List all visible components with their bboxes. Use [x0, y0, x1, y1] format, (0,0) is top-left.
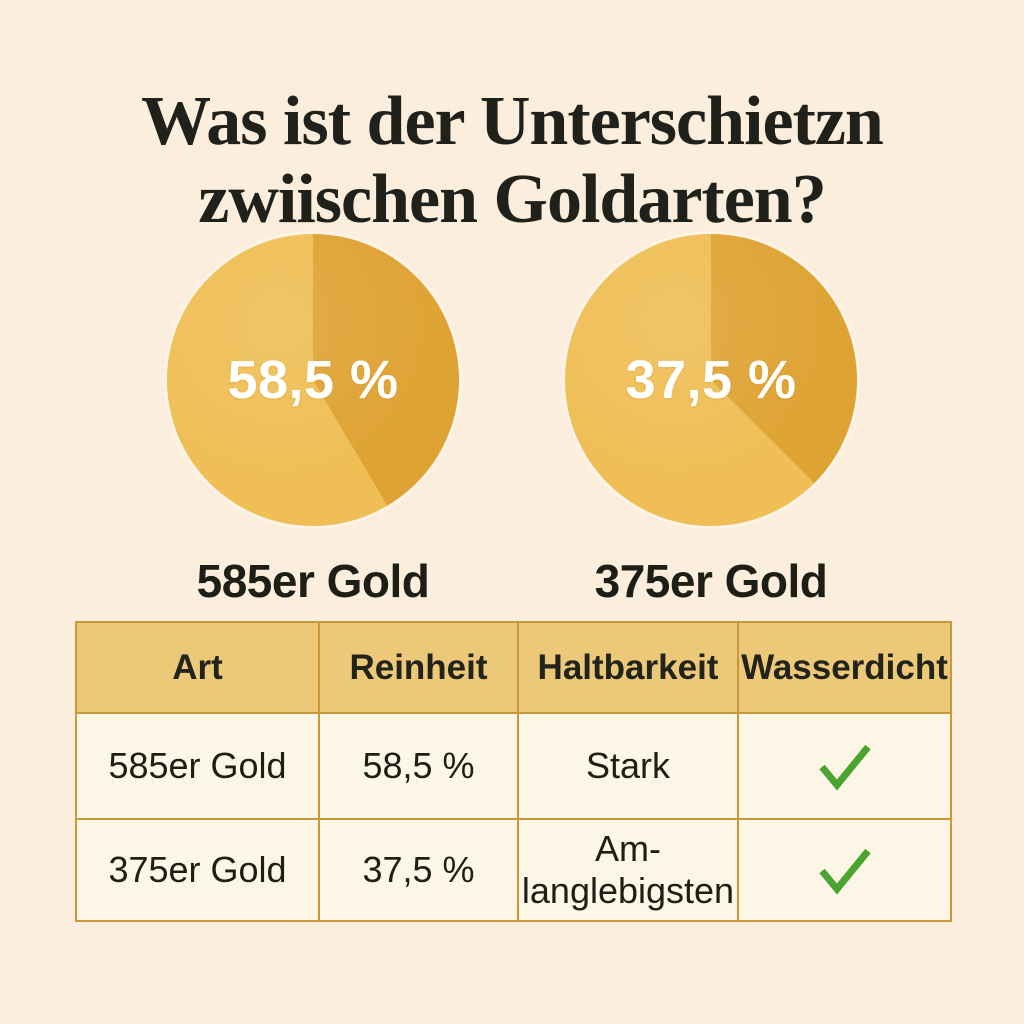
cell-art-375: 375er Gold — [75, 818, 320, 922]
cell-haltbarkeit-585: Stark — [517, 712, 739, 820]
cell-wasserdicht-375 — [737, 818, 952, 922]
pie-585-percentage-label: 58,5 % — [227, 350, 399, 410]
page-title-line1: Was ist der Unterschietzn — [141, 82, 884, 160]
pie-charts-row: 58,5 % 585er Gold 37,5 % 375er Gold — [0, 234, 1024, 608]
table-row: 585er Gold 58,5 % Stark — [75, 712, 952, 820]
cell-haltbarkeit-375: Am- langlebigsten — [517, 818, 739, 922]
pie-chart-585: 58,5 % — [167, 234, 459, 526]
pie-chart-375: 37,5 % — [565, 234, 857, 526]
table-header-row: Art Reinheit Haltbarkeit Wasserdicht — [75, 621, 952, 714]
cell-reinheit-375: 37,5 % — [318, 818, 519, 922]
page-title-line2: zwiischen Goldarten? — [198, 161, 826, 239]
pie-375-caption: 375er Gold — [594, 555, 828, 607]
cell-art-585: 585er Gold — [75, 712, 320, 820]
checkmark-icon — [818, 744, 871, 791]
pie-585-group: 58,5 % 585er Gold — [167, 234, 459, 608]
page-title: Was ist der Unterschietzn zwiischen Gold… — [0, 83, 1024, 240]
column-header-wasserdicht: Wasserdicht — [737, 621, 952, 714]
column-header-reinheit: Reinheit — [318, 621, 519, 714]
pie-585-caption: 585er Gold — [196, 555, 430, 607]
pie-375-percentage-label: 37,5 % — [625, 350, 797, 410]
cell-reinheit-585: 58,5 % — [318, 712, 519, 820]
checkmark-icon — [818, 848, 871, 895]
table-row: 375er Gold 37,5 % Am- langlebigsten — [75, 818, 952, 922]
gold-comparison-table: Art Reinheit Haltbarkeit Wasserdicht 585… — [75, 621, 952, 922]
pie-375-group: 37,5 % 375er Gold — [565, 234, 857, 608]
cell-wasserdicht-585 — [737, 712, 952, 820]
column-header-art: Art — [75, 621, 320, 714]
column-header-haltbarkeit: Haltbarkeit — [517, 621, 739, 714]
